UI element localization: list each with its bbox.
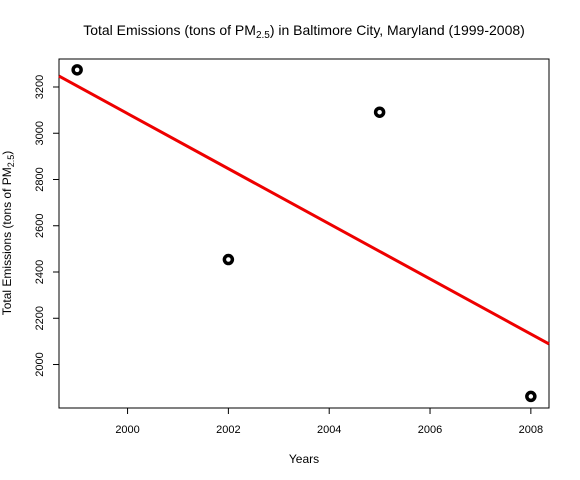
x-tick-label: 2006 (418, 424, 442, 436)
data-point (525, 390, 537, 403)
y-axis: 2000 2200 2400 2600 2800 3000 3200 (34, 75, 59, 377)
regression-line (58, 74, 550, 346)
y-tick-label: 2200 (34, 306, 46, 330)
data-point (373, 106, 386, 118)
plot-area-frame (58, 58, 550, 409)
y-axis-label-subscript: 2.5 (6, 155, 16, 168)
y-tick-label: 2600 (34, 214, 46, 238)
y-axis-label: Total Emissions (tons of PM2.5) (0, 151, 16, 316)
x-tick-label: 2000 (115, 424, 139, 436)
chart-title-suffix: ) in Baltimore City, Maryland (1999-2008… (270, 22, 525, 38)
chart-title-subscript: 2.5 (256, 30, 270, 41)
y-axis-label-suffix: ) (0, 151, 14, 155)
x-tick-label: 2002 (216, 424, 240, 436)
data-point (222, 253, 235, 266)
x-tick-label: 2004 (317, 424, 341, 436)
chart-title: Total Emissions (tons of PM2.5) in Balti… (83, 22, 525, 41)
y-tick-label: 3200 (34, 75, 46, 99)
x-axis: 2000 2002 2004 2006 2008 (115, 408, 543, 436)
data-point (71, 64, 83, 76)
chart-title-prefix: Total Emissions (tons of PM (83, 22, 256, 38)
y-axis-label-prefix: Total Emissions (tons of PM (0, 167, 14, 315)
y-tick-label: 2000 (34, 352, 46, 376)
x-axis-label: Years (289, 452, 319, 466)
y-tick-label: 2800 (34, 167, 46, 191)
data-points (71, 64, 537, 403)
y-tick-label: 2400 (34, 260, 46, 284)
y-tick-label: 3000 (34, 121, 46, 145)
x-tick-label: 2008 (519, 424, 543, 436)
regression-line-group (58, 74, 550, 346)
